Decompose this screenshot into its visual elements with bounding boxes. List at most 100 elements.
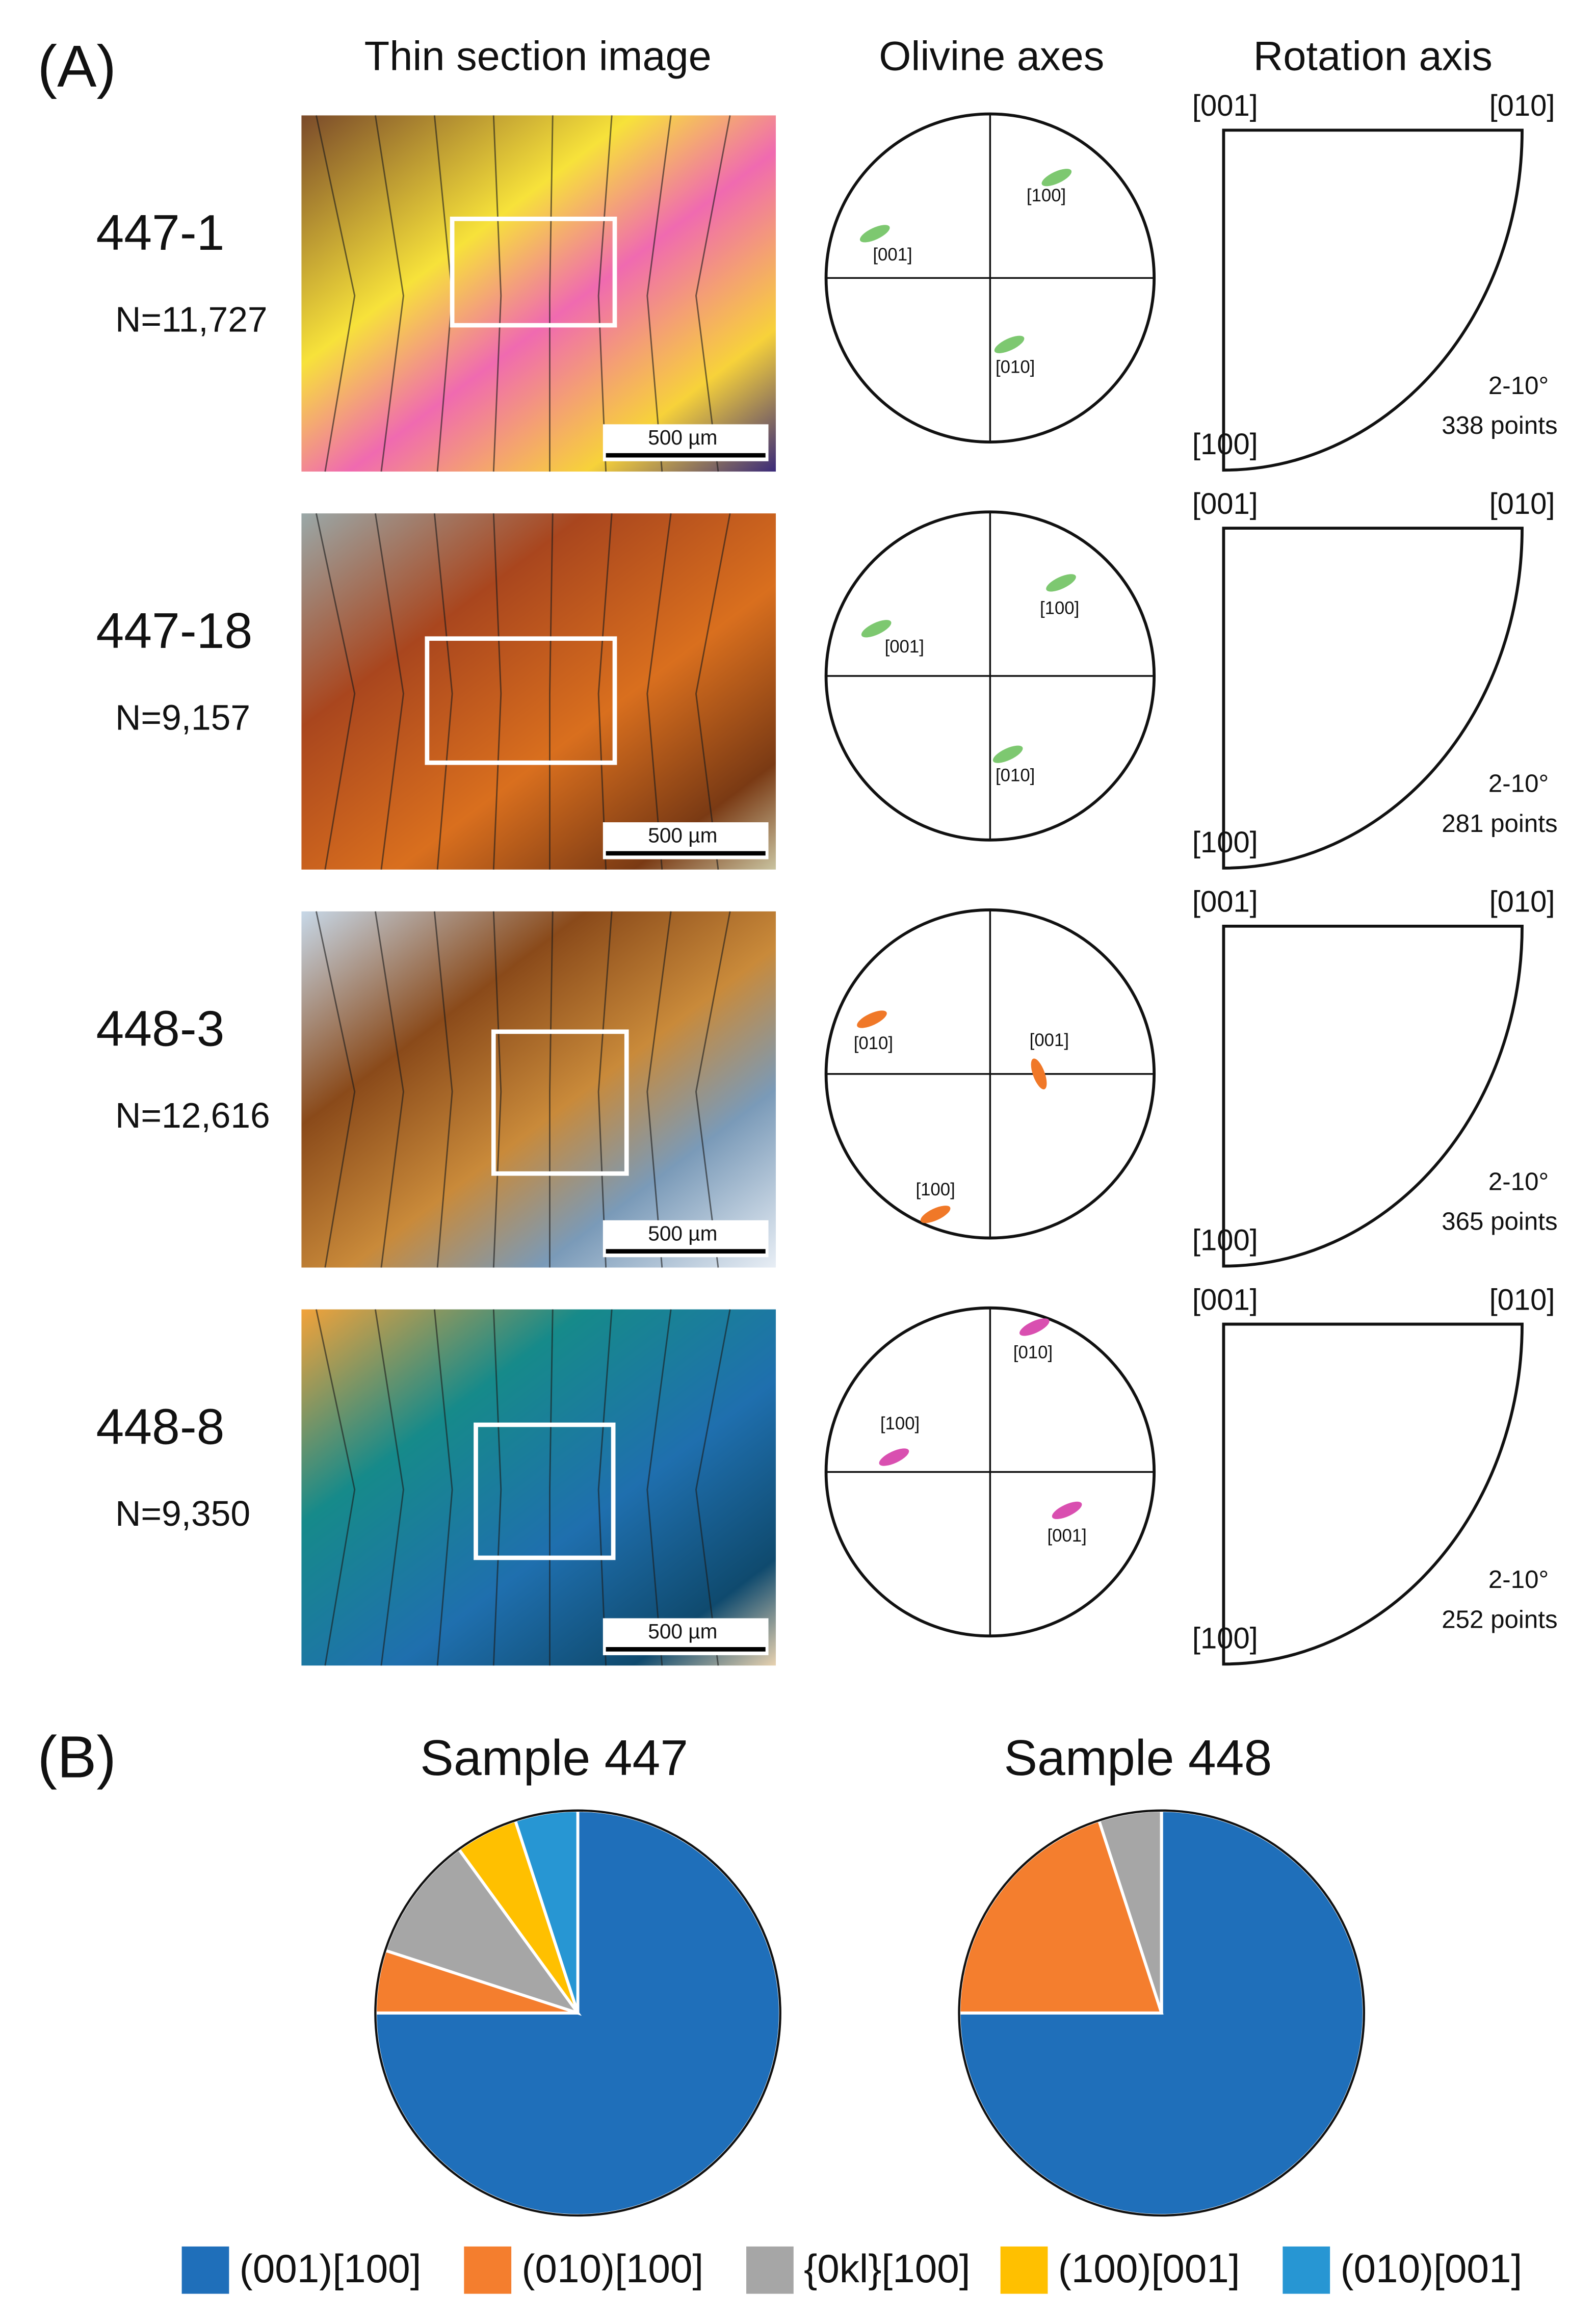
inverse-pole-figure — [1222, 527, 1524, 870]
angle-range: 2-10° — [1488, 372, 1549, 400]
panel-label: (B) — [37, 1724, 116, 1790]
axis-label: [010] — [854, 1034, 893, 1053]
legend-swatch — [746, 2246, 794, 2294]
pole-label: [100] — [1192, 428, 1258, 461]
axis-label: [100] — [880, 1414, 920, 1433]
scale-bar-label: 500 µm — [648, 1221, 717, 1245]
crack — [695, 1309, 731, 1666]
pole-label: [100] — [1192, 1622, 1258, 1655]
angle-range: 2-10° — [1488, 1167, 1549, 1195]
axis-cluster — [857, 1010, 887, 1028]
crack — [549, 115, 554, 472]
crack — [597, 513, 613, 870]
count-label: N=9,350 — [115, 1494, 250, 1533]
axis-label: [100] — [915, 1180, 955, 1199]
crack — [374, 513, 404, 870]
region-box — [474, 1422, 616, 1560]
pie-outline — [958, 1809, 1366, 2217]
pole-label: [010] — [1489, 90, 1555, 122]
legend-label: (100)[001] — [1058, 2246, 1240, 2291]
pole-label: [001] — [1192, 886, 1258, 919]
count-label: N=11,727 — [115, 300, 267, 340]
crack — [315, 513, 356, 870]
legend-swatch — [1283, 2246, 1330, 2294]
crack — [695, 115, 731, 472]
point-count: 338 points — [1442, 411, 1557, 439]
region-box — [491, 1029, 629, 1176]
panel-label: (A) — [37, 33, 116, 99]
crack — [597, 1309, 613, 1666]
crack — [433, 911, 453, 1268]
axis-cluster — [1052, 1501, 1082, 1519]
axis-cluster — [1019, 1318, 1050, 1336]
sample-label: 447-1 — [96, 204, 224, 260]
crack — [492, 911, 502, 1268]
region-box — [425, 636, 617, 765]
scale-bar-label: 500 µm — [648, 426, 717, 449]
thin-section-image — [301, 1309, 776, 1666]
crack — [646, 1309, 672, 1666]
axis-cluster — [1031, 1058, 1047, 1089]
legend-swatch — [464, 2246, 512, 2294]
chart-title: Sample 447 — [420, 1730, 688, 1786]
crack — [549, 911, 554, 1268]
axis-cluster — [1041, 169, 1072, 187]
axis-label: [001] — [873, 245, 912, 265]
axis-label: [001] — [1047, 1526, 1086, 1546]
axis-label: [100] — [1040, 599, 1079, 618]
pole-label: [001] — [1192, 488, 1258, 520]
axis-label: [001] — [1030, 1031, 1069, 1050]
axis-label: [010] — [996, 357, 1035, 377]
point-count: 252 points — [1442, 1605, 1557, 1633]
crack — [492, 1309, 502, 1666]
axis-label: [100] — [1027, 186, 1066, 205]
thin-section-image — [301, 513, 776, 870]
crack — [646, 115, 672, 472]
axis-cluster — [994, 335, 1025, 353]
axis-label: [010] — [996, 766, 1035, 785]
pole-label: [001] — [1192, 90, 1258, 122]
region-box — [450, 216, 617, 328]
chart-title: Sample 448 — [1004, 1730, 1272, 1786]
scale-bar-label: 500 µm — [648, 1620, 717, 1643]
crack — [315, 115, 356, 472]
angle-range: 2-10° — [1488, 1566, 1549, 1594]
pole-label: [010] — [1489, 886, 1555, 919]
legend-swatch — [181, 2246, 229, 2294]
pole-label: [100] — [1192, 1224, 1258, 1257]
crack — [646, 513, 672, 870]
thin-section-image — [301, 911, 776, 1268]
legend-label: (010)[001] — [1340, 2246, 1522, 2291]
crack — [433, 513, 453, 870]
inverse-pole-figure — [1222, 924, 1524, 1268]
crack — [549, 1309, 554, 1666]
pole-label: [100] — [1192, 826, 1258, 859]
axis-cluster — [879, 1448, 909, 1466]
count-label: N=9,157 — [115, 697, 250, 737]
inverse-pole-figure — [1222, 128, 1524, 472]
scale-bar-label: 500 µm — [648, 824, 717, 847]
axis-cluster — [920, 1206, 951, 1223]
crack — [597, 115, 613, 472]
axis-cluster — [992, 745, 1023, 763]
axis-cluster — [1046, 574, 1076, 592]
thin-section-image — [301, 115, 776, 472]
axis-label: [010] — [1013, 1343, 1053, 1363]
crack — [695, 911, 731, 1268]
crack — [492, 115, 502, 472]
crack — [646, 911, 672, 1268]
crack — [597, 911, 613, 1268]
sample-label: 447-18 — [96, 603, 252, 659]
crack — [433, 1309, 453, 1666]
angle-range: 2-10° — [1488, 770, 1549, 798]
pole-label: [010] — [1489, 488, 1555, 520]
crack — [374, 1309, 404, 1666]
crack — [492, 513, 502, 870]
sample-label: 448-3 — [96, 1001, 224, 1057]
pie-outline — [374, 1809, 781, 2217]
crack — [374, 911, 404, 1268]
pole-label: [001] — [1192, 1284, 1258, 1316]
column-title: Rotation axis — [1253, 34, 1493, 80]
